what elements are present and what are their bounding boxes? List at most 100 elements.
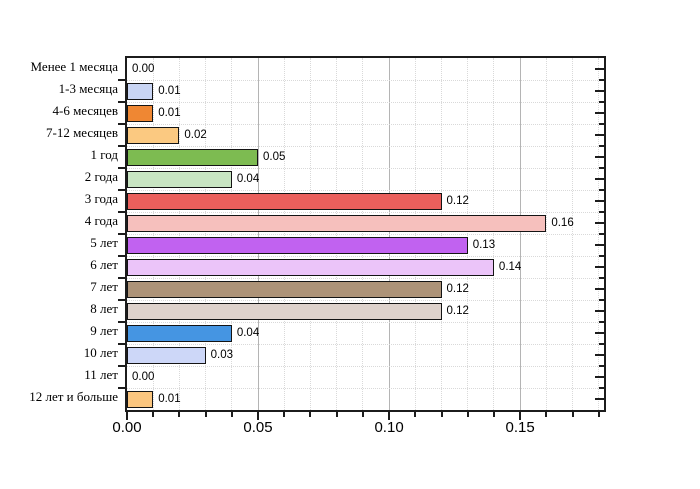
y-gridline-minor — [127, 365, 604, 367]
bar — [127, 170, 232, 188]
y-boundary-tick-inner — [599, 255, 604, 257]
y-center-tick — [595, 156, 604, 158]
y-center-tick — [595, 266, 604, 268]
bar — [127, 82, 154, 100]
y-boundary-tick-inner — [599, 123, 604, 125]
y-boundary-tick-inner — [599, 189, 604, 191]
y-gridline-minor — [127, 101, 604, 103]
category-label: 4-6 месяцев — [52, 103, 118, 118]
y-gridline-minor — [127, 145, 604, 147]
y-center-tick — [595, 200, 604, 202]
y-boundary-tick-inner — [599, 299, 604, 301]
x-major-tick — [519, 410, 522, 420]
y-gridline-minor — [127, 255, 604, 257]
y-center-tick — [595, 376, 604, 378]
category-label: 4 года — [84, 213, 118, 228]
x-tick-label: 0.10 — [374, 419, 404, 436]
bar — [127, 214, 547, 232]
category-label: 2 года — [84, 169, 118, 184]
y-boundary-tick — [118, 79, 127, 81]
category-label: Менее 1 месяца — [30, 59, 118, 74]
y-center-tick — [595, 112, 604, 114]
y-gridline-minor — [127, 189, 604, 191]
y-center-tick — [595, 398, 604, 400]
y-boundary-tick — [118, 321, 127, 323]
bar-value-label: 0.01 — [158, 393, 181, 405]
y-gridline-minor — [127, 233, 604, 235]
category-label: 12 лет и больше — [29, 389, 118, 404]
y-center-tick — [595, 332, 604, 334]
y-boundary-tick — [118, 123, 127, 125]
bar — [127, 236, 468, 254]
y-center-tick — [595, 68, 604, 70]
bar-value-label: 0.12 — [446, 305, 469, 317]
bar — [127, 126, 180, 144]
y-boundary-tick — [118, 211, 127, 213]
category-label: 10 лет — [83, 345, 118, 360]
y-boundary-tick-inner — [599, 365, 604, 367]
bar-value-label: 0.02 — [184, 129, 207, 141]
x-axis-tick-labels: 0.00 0.05 0.10 0.15 — [0, 419, 700, 439]
y-boundary-tick-inner — [599, 343, 604, 345]
y-boundary-tick-inner — [599, 145, 604, 147]
y-boundary-tick — [118, 233, 127, 235]
category-label: 7-12 месяцев — [45, 125, 118, 140]
y-axis-category-labels: Менее 1 месяца 1-3 месяца 4-6 месяцев 7-12 … — [0, 56, 118, 408]
bar — [127, 192, 442, 210]
x-major-tick — [388, 410, 391, 420]
x-minor-tick — [440, 410, 443, 417]
y-boundary-tick-inner — [599, 321, 604, 323]
y-gridline-minor — [127, 277, 604, 279]
y-boundary-tick-inner — [599, 233, 604, 235]
y-gridline-minor — [127, 343, 604, 345]
y-gridline-minor — [127, 387, 604, 389]
x-minor-tick — [571, 410, 574, 417]
y-boundary-tick — [118, 365, 127, 367]
bar-value-label: 0.12 — [446, 195, 469, 207]
y-center-tick — [595, 134, 604, 136]
bar-value-label: 0.05 — [263, 151, 286, 163]
y-boundary-tick-inner — [599, 79, 604, 81]
bar-value-label: 0.14 — [498, 261, 522, 273]
y-boundary-tick — [118, 387, 127, 389]
bar-value-label: 0.01 — [158, 107, 181, 119]
bar-value-label: 0.03 — [210, 349, 234, 361]
y-boundary-tick — [118, 255, 127, 257]
category-label: 1 год — [90, 147, 119, 162]
category-label: 6 лет — [90, 257, 118, 272]
x-tick-label: 0.00 — [112, 419, 142, 436]
bar-value-label: 0.04 — [236, 327, 260, 339]
x-minor-tick — [178, 410, 181, 417]
y-center-tick — [595, 310, 604, 312]
y-boundary-tick-inner — [599, 211, 604, 213]
y-center-tick — [595, 354, 604, 356]
x-tick-label: 0.15 — [505, 419, 535, 436]
y-boundary-tick-inner — [599, 167, 604, 169]
x-minor-tick — [492, 410, 495, 417]
category-label: 11 лет — [84, 367, 118, 382]
category-label: 1-3 месяца — [58, 81, 118, 96]
y-center-tick — [595, 244, 604, 246]
y-boundary-tick — [118, 189, 127, 191]
x-minor-tick — [283, 410, 286, 417]
bar — [127, 346, 206, 364]
bar-value-label: 0.00 — [132, 371, 155, 383]
x-minor-tick — [309, 410, 312, 417]
y-center-tick — [595, 222, 604, 224]
x-minor-tick — [414, 410, 417, 417]
category-label: 3 года — [84, 191, 118, 206]
x-minor-tick — [597, 410, 600, 417]
x-tick-label: 0.05 — [243, 419, 273, 436]
y-center-tick — [595, 288, 604, 290]
y-center-tick — [595, 178, 604, 180]
y-boundary-tick-inner — [599, 387, 604, 389]
x-minor-tick — [152, 410, 155, 417]
category-label: 5 лет — [90, 235, 118, 250]
y-boundary-tick-inner — [599, 277, 604, 279]
bar-value-label: 0.01 — [158, 85, 181, 97]
y-boundary-tick — [118, 277, 127, 279]
x-minor-tick — [230, 410, 233, 417]
bar — [127, 148, 259, 166]
category-label: 7 лет — [90, 279, 118, 294]
y-boundary-tick — [118, 167, 127, 169]
